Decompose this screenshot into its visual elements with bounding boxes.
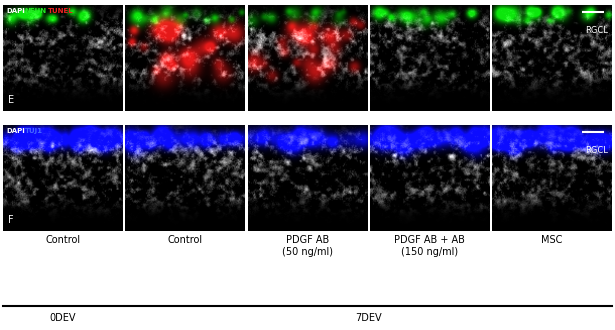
- Text: RGCL: RGCL: [585, 146, 608, 155]
- Text: 7DEV: 7DEV: [355, 313, 382, 323]
- Text: PDGF AB + AB
(150 ng/ml): PDGF AB + AB (150 ng/ml): [394, 235, 465, 256]
- Text: Control: Control: [168, 235, 203, 245]
- Text: TUJ1: TUJ1: [25, 128, 42, 134]
- Text: NEUN: NEUN: [25, 8, 47, 14]
- Text: MSC: MSC: [541, 235, 563, 245]
- Text: RGCL: RGCL: [585, 26, 608, 35]
- Text: 0DEV: 0DEV: [50, 313, 76, 323]
- Text: PDGF AB
(50 ng/ml): PDGF AB (50 ng/ml): [282, 235, 333, 256]
- Text: E: E: [8, 95, 14, 105]
- Text: DAPI: DAPI: [7, 128, 25, 134]
- Text: F: F: [8, 214, 14, 225]
- Text: Control: Control: [46, 235, 81, 245]
- Text: DAPI: DAPI: [7, 8, 25, 14]
- Text: TUNEL: TUNEL: [47, 8, 73, 14]
